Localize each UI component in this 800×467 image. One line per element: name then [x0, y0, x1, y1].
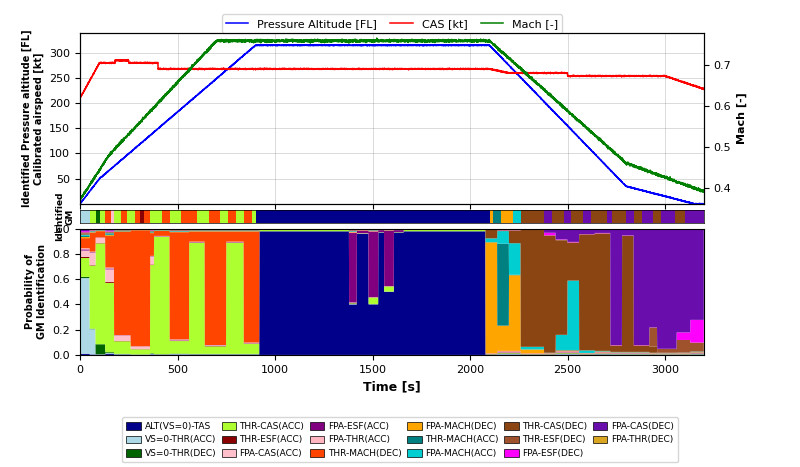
Bar: [490, 210, 494, 223]
Mach [-]: [75, 198, 85, 203]
Bar: [494, 210, 501, 223]
Bar: [634, 210, 642, 223]
CAS [kt]: [236, 66, 246, 72]
CAS [kt]: [123, 57, 133, 62]
CAS [kt]: [131, 60, 141, 65]
Bar: [209, 210, 221, 223]
Pressure Altitude [FL]: [689, 201, 698, 206]
Bar: [255, 210, 490, 223]
Bar: [127, 210, 134, 223]
Pressure Altitude [FL]: [131, 145, 141, 150]
Bar: [571, 210, 583, 223]
Bar: [197, 210, 209, 223]
Bar: [583, 210, 591, 223]
Bar: [90, 210, 96, 223]
Bar: [612, 210, 626, 223]
Bar: [251, 210, 255, 223]
Bar: [170, 210, 182, 223]
Bar: [114, 210, 121, 223]
Mach [-]: [236, 38, 246, 43]
Bar: [544, 210, 552, 223]
Mach [-]: [567, 112, 577, 118]
Bar: [121, 210, 126, 223]
Bar: [654, 210, 661, 223]
CAS [kt]: [75, 95, 85, 101]
Bar: [552, 210, 564, 223]
Mach [-]: [150, 104, 160, 110]
Pressure Altitude [FL]: [699, 201, 709, 206]
Bar: [106, 210, 111, 223]
Mach [-]: [131, 124, 141, 129]
Bar: [591, 210, 606, 223]
Legend: ALT(VS=0)-TAS, VS=0-THR(ACC), VS=0-THR(DEC), THR-CAS(ACC), THR-ESF(ACC), FPA-CAS: ALT(VS=0)-TAS, VS=0-THR(ACC), VS=0-THR(D…: [122, 417, 678, 462]
Mach [-]: [75, 196, 85, 202]
Line: CAS [kt]: CAS [kt]: [80, 59, 704, 98]
CAS [kt]: [699, 86, 709, 92]
Pressure Altitude [FL]: [236, 55, 246, 60]
Bar: [221, 210, 228, 223]
Pressure Altitude [FL]: [566, 127, 576, 133]
Bar: [513, 210, 521, 223]
Bar: [228, 210, 236, 223]
Mach [-]: [242, 37, 252, 43]
Bar: [563, 210, 571, 223]
Pressure Altitude [FL]: [75, 201, 85, 206]
Bar: [674, 210, 685, 223]
X-axis label: Time [s]: Time [s]: [363, 380, 421, 393]
Line: Mach [-]: Mach [-]: [80, 38, 704, 200]
Pressure Altitude [FL]: [150, 128, 159, 134]
Bar: [642, 210, 654, 223]
Bar: [96, 210, 99, 223]
Bar: [141, 210, 144, 223]
Bar: [144, 210, 150, 223]
Bar: [111, 210, 114, 223]
Y-axis label: Probability of
GM Identification: Probability of GM Identification: [26, 244, 47, 340]
Legend: Pressure Altitude [FL], CAS [kt], Mach [-]: Pressure Altitude [FL], CAS [kt], Mach […: [222, 14, 562, 33]
CAS [kt]: [150, 60, 160, 66]
Y-axis label: Identified Pressure altitude [FL]
Calibrated airspeed [kt]: Identified Pressure altitude [FL] Calibr…: [22, 29, 43, 207]
Bar: [182, 210, 197, 223]
CAS [kt]: [243, 66, 253, 72]
Mach [-]: [699, 188, 709, 194]
Bar: [685, 210, 704, 223]
Bar: [626, 210, 634, 223]
CAS [kt]: [567, 73, 577, 79]
Pressure Altitude [FL]: [172, 110, 182, 115]
CAS [kt]: [172, 66, 182, 71]
Bar: [521, 210, 544, 223]
Bar: [134, 210, 141, 223]
Bar: [501, 210, 513, 223]
Line: Pressure Altitude [FL]: Pressure Altitude [FL]: [80, 45, 704, 204]
Bar: [606, 210, 612, 223]
Bar: [80, 210, 90, 223]
Pressure Altitude [FL]: [242, 50, 252, 55]
Bar: [99, 210, 106, 223]
Bar: [236, 210, 244, 223]
Y-axis label: Mach [-]: Mach [-]: [737, 92, 747, 144]
Bar: [244, 210, 252, 223]
Bar: [150, 210, 162, 223]
Mach [-]: [372, 35, 382, 41]
Pressure Altitude [FL]: [358, 42, 367, 48]
CAS [kt]: [75, 95, 85, 101]
Bar: [162, 210, 170, 223]
Bar: [661, 210, 674, 223]
Y-axis label: Identified
GM: Identified GM: [55, 191, 74, 241]
Mach [-]: [172, 80, 182, 85]
